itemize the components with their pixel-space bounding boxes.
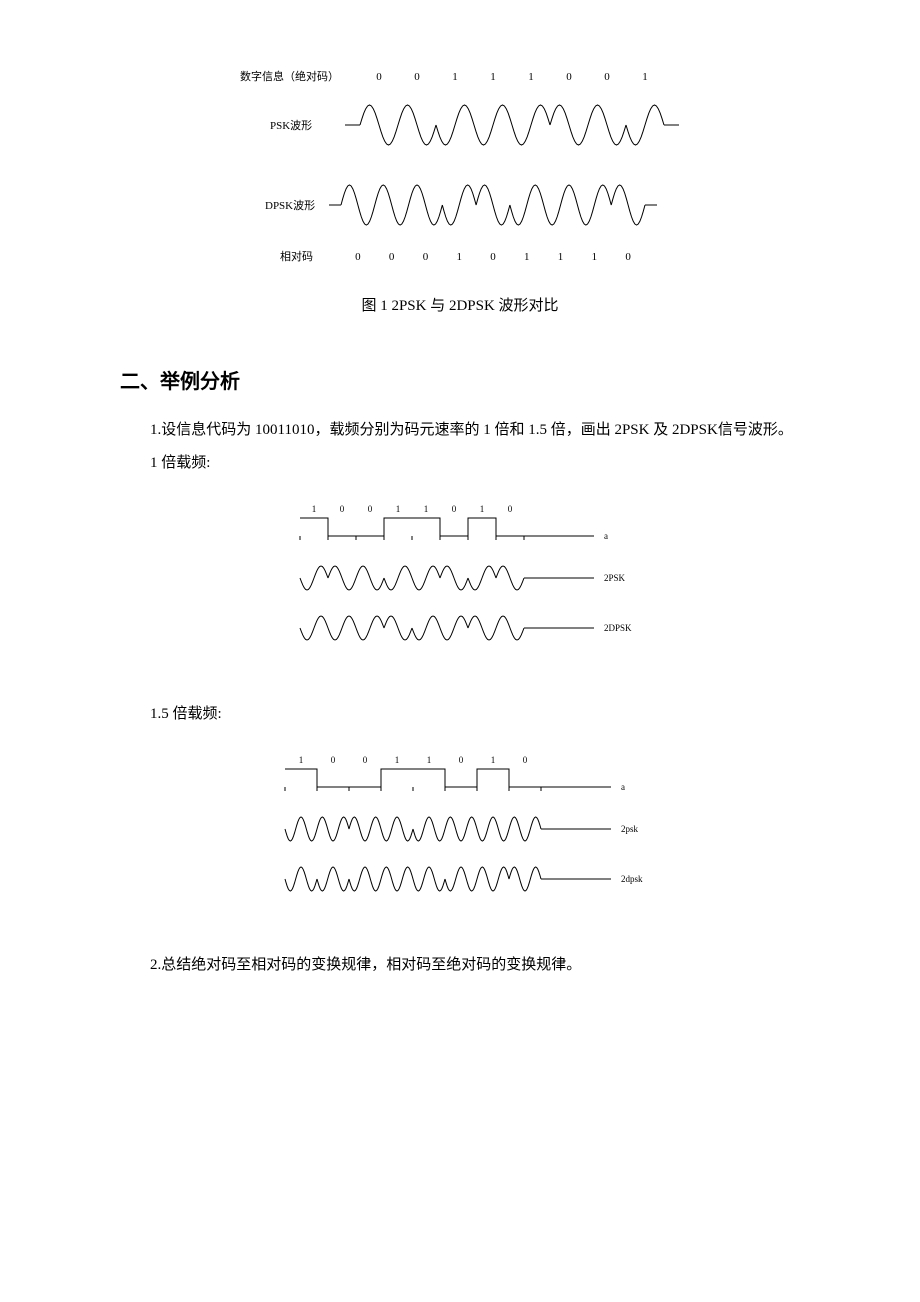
svg-text:1: 1 — [452, 71, 458, 83]
svg-text:数字信息（绝对码）: 数字信息（绝对码） — [240, 69, 339, 83]
svg-text:1: 1 — [396, 504, 401, 514]
svg-text:0: 0 — [389, 251, 395, 263]
example-15x-block: 1 0 0 1 1 0 1 0 a 2psk 2dpsk — [120, 749, 800, 919]
svg-text:1: 1 — [299, 755, 304, 765]
svg-text:0: 0 — [376, 71, 382, 83]
svg-text:1: 1 — [490, 71, 496, 83]
svg-text:a: a — [621, 782, 625, 792]
document-page: 数字信息（绝对码） 0 0 1 1 1 0 0 1 PSK波形 DPSK波形相对码 0 0 0 1 0 1 1 1 0… — [0, 0, 920, 1302]
svg-text:1: 1 — [424, 504, 429, 514]
svg-text:0: 0 — [625, 251, 631, 263]
label-1x: 1 倍载频: — [120, 447, 800, 480]
svg-text:0: 0 — [566, 71, 572, 83]
svg-text:1: 1 — [456, 251, 462, 263]
svg-text:0: 0 — [523, 755, 528, 765]
svg-text:0: 0 — [340, 504, 345, 514]
svg-text:1: 1 — [480, 504, 485, 514]
svg-text:PSK波形: PSK波形 — [270, 119, 312, 132]
example-1x-svg: 1 0 0 1 1 0 1 0 a 2PSK 2DPSK — [280, 498, 680, 668]
paragraph-1-text: 1.设信息代码为 10011010，载频分别为码元速率的 1 倍和 1.5 倍，… — [150, 422, 793, 438]
svg-text:1: 1 — [528, 71, 534, 83]
svg-text:1: 1 — [427, 755, 432, 765]
svg-text:1: 1 — [558, 251, 564, 263]
svg-text:0: 0 — [604, 71, 610, 83]
svg-text:0: 0 — [363, 755, 368, 765]
label-15x: 1.5 倍载频: — [120, 698, 800, 731]
svg-text:2DPSK: 2DPSK — [604, 623, 632, 633]
svg-text:0: 0 — [459, 755, 464, 765]
section-2-heading: 二、举例分析 — [120, 365, 800, 394]
svg-text:2dpsk: 2dpsk — [621, 874, 643, 884]
svg-text:0: 0 — [414, 71, 420, 83]
svg-text:1: 1 — [491, 755, 496, 765]
svg-text:1: 1 — [395, 755, 400, 765]
paragraph-2: 2.总结绝对码至相对码的变换规律，相对码至绝对码的变换规律。 — [120, 949, 800, 982]
svg-text:1: 1 — [312, 504, 317, 514]
svg-text:0: 0 — [423, 251, 429, 263]
svg-text:1: 1 — [524, 251, 530, 263]
example-15x-svg: 1 0 0 1 1 0 1 0 a 2psk 2dpsk — [265, 749, 695, 919]
svg-text:0: 0 — [452, 504, 457, 514]
svg-text:0: 0 — [331, 755, 336, 765]
svg-text:1: 1 — [592, 251, 598, 263]
figure-1-block: 数字信息（绝对码） 0 0 1 1 1 0 0 1 PSK波形 DPSK波形相对码 0 0 0 1 0 1 1 1 0… — [120, 60, 800, 315]
svg-text:2PSK: 2PSK — [604, 573, 626, 583]
figure-1-svg: 数字信息（绝对码） 0 0 1 1 1 0 0 1 PSK波形 DPSK波形相对码 0 0 0 1 0 1 1 1 0 — [220, 60, 700, 290]
svg-text:相对码: 相对码 — [280, 249, 313, 263]
svg-text:0: 0 — [355, 251, 361, 263]
svg-text:2psk: 2psk — [621, 824, 639, 834]
svg-text:1: 1 — [642, 71, 648, 83]
figure-1-caption: 图 1 2PSK 与 2DPSK 波形对比 — [120, 294, 800, 315]
svg-text:DPSK波形: DPSK波形 — [265, 199, 315, 212]
svg-text:0: 0 — [508, 504, 513, 514]
paragraph-1: 1.设信息代码为 10011010，载频分别为码元速率的 1 倍和 1.5 倍，… — [120, 414, 800, 447]
svg-text:a: a — [604, 531, 608, 541]
svg-text:0: 0 — [368, 504, 373, 514]
svg-text:0: 0 — [490, 251, 496, 263]
example-1x-block: 1 0 0 1 1 0 1 0 a 2PSK 2DPSK — [120, 498, 800, 668]
